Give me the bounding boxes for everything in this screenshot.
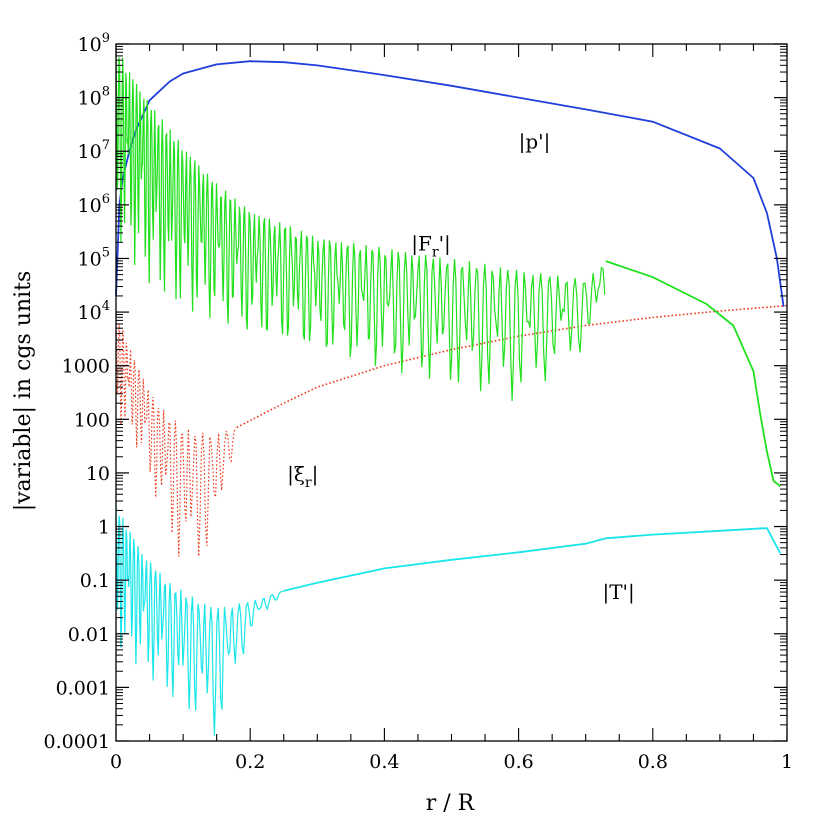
y-tick-label: 1000 bbox=[62, 356, 110, 378]
y-tick-label: 0.01 bbox=[68, 624, 110, 646]
y-tick-label: 100 bbox=[74, 409, 110, 431]
series-1 bbox=[115, 43, 781, 488]
series-2 bbox=[115, 304, 788, 557]
series-annotations: |p'| |Fr'| |ξr| |T'| bbox=[287, 130, 635, 605]
series-line-p bbox=[115, 60, 785, 307]
axis-ticks bbox=[115, 43, 788, 742]
series-line-r bbox=[236, 304, 788, 429]
x-tick-label: 0.6 bbox=[503, 751, 533, 773]
annotation-0: |p'| bbox=[519, 130, 551, 155]
x-tick-label: 0.4 bbox=[369, 751, 399, 773]
x-axis-label: r / R bbox=[426, 791, 476, 816]
y-tick-labels: 109 108 107 106 105 104 1000 100 10 1 0.1 0.01 0.001… bbox=[44, 31, 110, 753]
annotation-1: |Fr'| bbox=[411, 231, 451, 260]
y-tick-label: 0.001 bbox=[56, 677, 110, 699]
y-tick-label: 109 bbox=[78, 31, 110, 56]
y-tick-label: 1 bbox=[98, 517, 110, 539]
series-line-r-oscillating bbox=[115, 312, 237, 557]
y-tick-label: 108 bbox=[78, 85, 110, 110]
y-tick-label: 0.0001 bbox=[44, 731, 110, 753]
x-tick-labels: 0 0.2 0.4 0.6 0.8 1 bbox=[110, 751, 793, 773]
series-line-t-oscillating bbox=[115, 505, 284, 736]
annotation-3: |T'| bbox=[602, 580, 634, 605]
series-3 bbox=[115, 505, 782, 736]
series-0 bbox=[115, 60, 785, 307]
x-tick-label: 0.2 bbox=[235, 751, 265, 773]
y-tick-label: 107 bbox=[78, 138, 110, 163]
x-tick-label: 0.8 bbox=[638, 751, 668, 773]
x-tick-label: 0 bbox=[110, 751, 122, 773]
series-line-t bbox=[283, 527, 782, 592]
y-tick-label: 10 bbox=[86, 463, 110, 485]
curves-layer bbox=[115, 43, 788, 736]
y-tick-label: 0.1 bbox=[80, 570, 110, 592]
x-tick-label: 1 bbox=[781, 751, 793, 773]
y-axis-label: |variable| in cgs units bbox=[11, 271, 36, 512]
series-line-fr bbox=[605, 260, 781, 488]
annotation-2: |ξr| bbox=[287, 462, 318, 491]
y-tick-label: 104 bbox=[78, 299, 110, 324]
y-tick-label: 105 bbox=[78, 245, 110, 270]
y-tick-label: 106 bbox=[78, 192, 110, 217]
series-line-fr-oscillating bbox=[115, 43, 606, 402]
